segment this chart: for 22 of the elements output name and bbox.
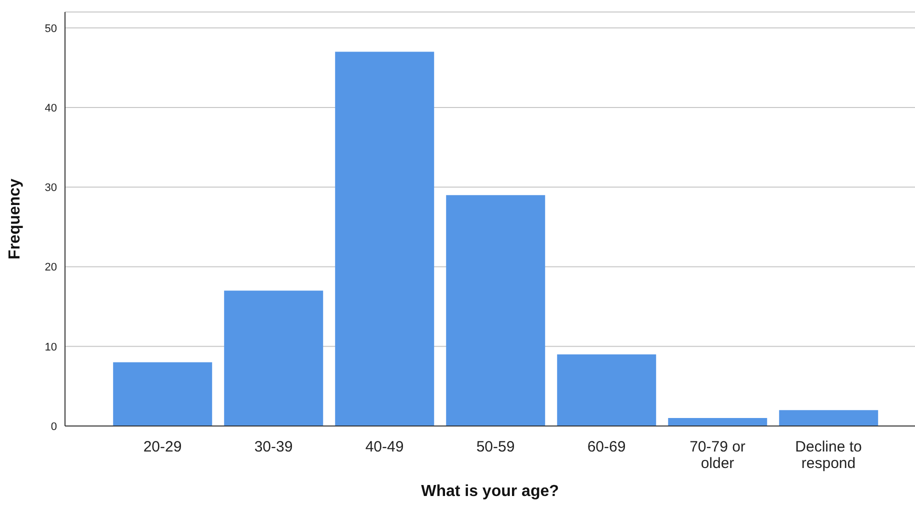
x-axis-title: What is your age?	[421, 483, 559, 500]
bar	[557, 354, 656, 426]
y-axis-title: Frequency	[6, 178, 24, 260]
y-tick-label: 10	[44, 341, 57, 354]
x-tick-label: 50-59	[476, 438, 515, 456]
bar	[224, 290, 324, 426]
x-tick-label: Decline to respond	[795, 438, 862, 472]
bar	[335, 52, 434, 426]
y-tick-label: 50	[44, 22, 57, 35]
y-tick-label: 30	[44, 182, 57, 194]
bar	[779, 410, 878, 426]
x-tick-label: 70-79 or older	[690, 438, 746, 472]
y-tick-label: 20	[44, 262, 57, 274]
x-tick-label: 40-49	[365, 438, 404, 456]
y-tick-label: 40	[44, 102, 57, 114]
bar	[113, 362, 212, 426]
x-tick-label: 20-29	[143, 438, 182, 456]
y-tick-label: 0	[50, 420, 57, 433]
bar	[446, 195, 546, 426]
x-tick-label: 60-69	[587, 438, 626, 456]
x-tick-label: 30-39	[254, 438, 293, 456]
bar	[668, 418, 768, 426]
